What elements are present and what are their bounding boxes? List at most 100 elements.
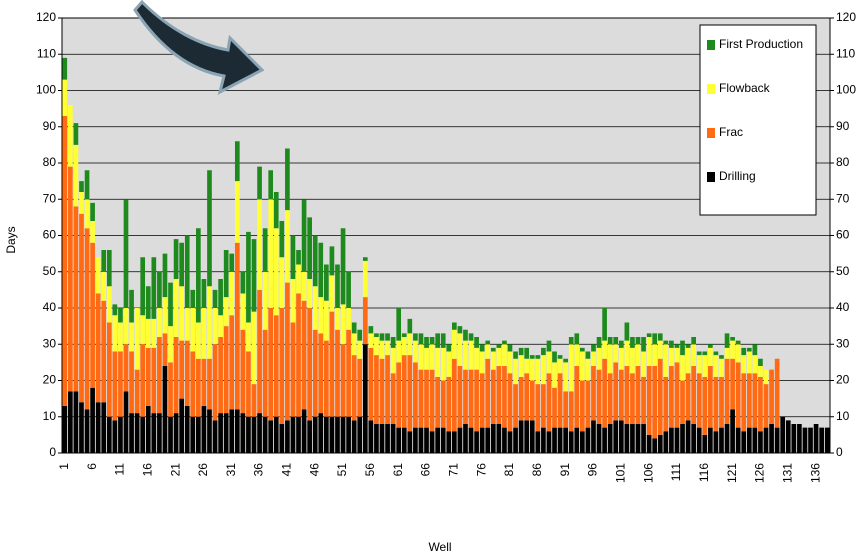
bar-segment xyxy=(624,322,630,341)
bar-segment xyxy=(346,271,351,308)
bar-segment xyxy=(285,282,290,421)
x-tick-label: 121 xyxy=(725,463,739,483)
bar-segment xyxy=(184,340,190,406)
bar-segment xyxy=(201,358,207,406)
bar-segment xyxy=(234,141,240,182)
bar-segment xyxy=(708,347,713,366)
bar-segment xyxy=(106,322,112,417)
bar-segment xyxy=(591,366,596,421)
bar-segment xyxy=(591,351,596,366)
bar-segment xyxy=(813,424,819,453)
bar-segment xyxy=(234,181,240,243)
bar-segment xyxy=(157,413,162,453)
bar-segment xyxy=(390,424,396,453)
bar-segment xyxy=(507,344,513,352)
bar-segment xyxy=(618,347,624,370)
bar-segment xyxy=(635,337,641,345)
bar-segment xyxy=(724,424,730,453)
bar-segment xyxy=(296,416,301,453)
x-axis-label: Well xyxy=(428,540,451,554)
bar-segment xyxy=(563,358,568,363)
bar-segment xyxy=(101,402,107,453)
bar-segment xyxy=(112,315,118,352)
bar-segment xyxy=(351,420,357,453)
bar-segment xyxy=(490,424,496,453)
y2-tick-label: 50 xyxy=(836,264,850,278)
bar-segment xyxy=(413,362,418,428)
bar-segment xyxy=(607,424,613,453)
bar-segment xyxy=(591,420,596,453)
bar-segment xyxy=(335,329,340,417)
bar-segment xyxy=(207,286,212,359)
bar-segment xyxy=(179,340,184,399)
bar-segment xyxy=(196,416,201,453)
bar-segment xyxy=(518,376,524,421)
bar-segment xyxy=(541,427,546,453)
bar-segment xyxy=(440,427,446,453)
bar-segment xyxy=(106,416,112,453)
bar-segment xyxy=(513,351,518,359)
bar-segment xyxy=(95,402,101,453)
bar-segment xyxy=(413,427,418,453)
bar-segment xyxy=(123,391,129,453)
bar-segment xyxy=(257,166,262,200)
bar-segment xyxy=(229,409,235,453)
bar-segment xyxy=(73,206,79,392)
x-tick-label: 126 xyxy=(753,463,767,483)
bar-segment xyxy=(596,424,602,453)
y-tick-label: 60 xyxy=(43,228,57,242)
bar-segment xyxy=(568,344,574,392)
bar-segment xyxy=(106,250,112,287)
bar-segment xyxy=(452,329,457,359)
bar-segment xyxy=(290,235,296,279)
x-tick-label: 81 xyxy=(502,463,516,477)
bar-segment xyxy=(535,358,541,385)
bar-segment xyxy=(563,362,568,392)
bar-segment xyxy=(290,279,296,323)
bar-segment xyxy=(635,424,641,453)
bar-segment xyxy=(741,347,747,356)
bar-segment xyxy=(457,366,463,428)
bar-segment xyxy=(440,333,446,348)
bar-segment xyxy=(212,420,218,453)
bar-segment xyxy=(362,344,368,453)
bar-segment xyxy=(708,366,713,428)
bar-segment xyxy=(474,431,479,453)
bar-segment xyxy=(251,239,257,312)
bar-segment xyxy=(518,420,524,453)
bar-segment xyxy=(413,333,418,341)
bar-segment xyxy=(223,326,229,414)
bar-segment xyxy=(168,326,173,363)
bar-segment xyxy=(318,333,324,414)
bar-segment xyxy=(568,431,574,453)
bar-segment xyxy=(90,387,95,453)
bar-segment xyxy=(129,322,134,352)
bar-segment xyxy=(257,289,262,414)
bar-segment xyxy=(123,199,129,308)
bar-segment xyxy=(79,192,84,214)
bar-segment xyxy=(485,344,491,359)
bar-segment xyxy=(490,351,496,370)
bar-segment xyxy=(218,315,223,337)
bar-segment xyxy=(340,344,346,417)
legend-swatch xyxy=(707,40,715,50)
bar-segment xyxy=(824,427,830,453)
y-tick-label: 40 xyxy=(43,300,57,314)
arrow xyxy=(133,0,265,95)
bar-segment xyxy=(440,347,446,381)
bar-segment xyxy=(669,366,674,428)
bar-segment xyxy=(279,221,285,258)
bar-segment xyxy=(435,347,440,377)
bar-segment xyxy=(785,420,791,453)
bar-segment xyxy=(446,431,452,453)
bar-segment xyxy=(529,358,535,381)
bar-segment xyxy=(229,271,235,316)
y2-tick-label: 0 xyxy=(836,445,843,459)
bar-segment xyxy=(624,340,630,366)
bar-segment xyxy=(630,347,635,374)
bar-segment xyxy=(368,420,374,453)
bar-segment xyxy=(212,289,218,308)
x-tick-label: 41 xyxy=(280,463,294,477)
bar-segment xyxy=(574,344,580,366)
bar-segment xyxy=(735,427,741,453)
